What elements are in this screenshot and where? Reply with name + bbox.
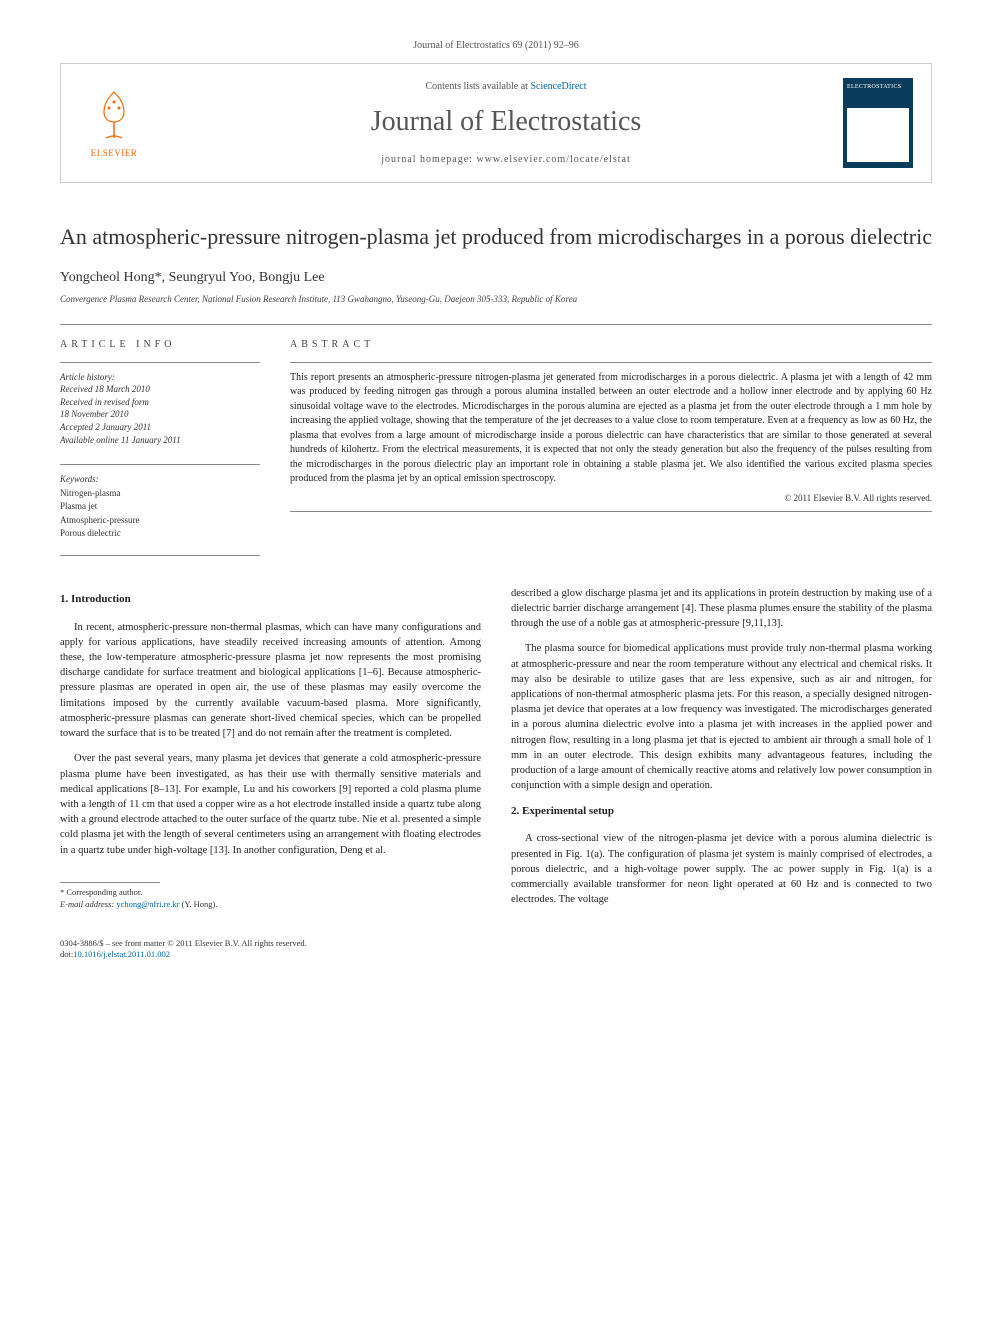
history-heading: Article history: (60, 371, 260, 384)
keyword-item: Atmospheric-pressure (60, 514, 260, 528)
article-title: An atmospheric-pressure nitrogen-plasma … (60, 223, 932, 252)
left-column: 1. Introduction In recent, atmospheric-p… (60, 586, 481, 918)
body-paragraph: A cross-sectional view of the nitrogen-p… (511, 831, 932, 907)
doi-prefix: doi: (60, 949, 73, 959)
doi-link[interactable]: 10.1016/j.elstat.2011.01.002 (73, 949, 170, 959)
divider (290, 511, 932, 512)
article-history: Article history: Received 18 March 2010 … (60, 371, 260, 447)
cover-blank-area (847, 108, 909, 162)
footer-front-matter: 0304-3886/$ – see front matter © 2011 El… (60, 938, 932, 950)
keyword-item: Plasma jet (60, 500, 260, 514)
divider (60, 362, 260, 363)
history-accepted: Accepted 2 January 2011 (60, 421, 260, 434)
right-column: described a glow discharge plasma jet an… (511, 586, 932, 918)
divider (60, 464, 260, 465)
history-online: Available online 11 January 2011 (60, 434, 260, 447)
info-abstract-row: ARTICLE INFO Article history: Received 1… (60, 339, 932, 541)
sciencedirect-link[interactable]: ScienceDirect (530, 81, 586, 92)
masthead: ELSEVIER Contents lists available at Sci… (60, 63, 932, 183)
journal-reference: Journal of Electrostatics 69 (2011) 92–9… (60, 40, 932, 51)
history-revised-line1: Received in revised form (60, 396, 260, 409)
email-suffix: (Y. Hong). (179, 899, 217, 909)
keyword-item: Nitrogen-plasma (60, 487, 260, 501)
homepage-url[interactable]: www.elsevier.com/locate/elstat (476, 154, 630, 165)
article-info-label: ARTICLE INFO (60, 339, 260, 350)
body-paragraph: The plasma source for biomedical applica… (511, 641, 932, 793)
footer-doi-line: doi:10.1016/j.elstat.2011.01.002 (60, 949, 932, 961)
corresponding-divider (60, 882, 160, 883)
journal-homepage-line: journal homepage: www.elsevier.com/locat… (169, 154, 843, 165)
history-revised-line2: 18 November 2010 (60, 408, 260, 421)
contents-available-line: Contents lists available at ScienceDirec… (169, 81, 843, 92)
publisher-name: ELSEVIER (91, 148, 138, 158)
keywords-heading: Keywords: (60, 473, 260, 487)
homepage-prefix: journal homepage: (381, 154, 476, 165)
corresponding-email-link[interactable]: ychong@nfri.re.kr (116, 899, 179, 909)
copyright-line: © 2011 Elsevier B.V. All rights reserved… (290, 493, 932, 503)
corresponding-email-line: E-mail address: ychong@nfri.re.kr (Y. Ho… (60, 899, 481, 911)
author-list: Yongcheol Hong*, Seungryul Yoo, Bongju L… (60, 270, 932, 286)
abstract-label: ABSTRACT (290, 339, 932, 350)
divider (290, 362, 932, 363)
footer: 0304-3886/$ – see front matter © 2011 El… (60, 938, 932, 962)
contents-prefix: Contents lists available at (425, 81, 530, 92)
divider (60, 555, 260, 556)
affiliation: Convergence Plasma Research Center, Nati… (60, 294, 932, 304)
journal-cover-thumbnail: ELECTROSTATICS (843, 78, 913, 168)
body-paragraph: described a glow discharge plasma jet an… (511, 586, 932, 632)
body-columns: 1. Introduction In recent, atmospheric-p… (60, 586, 932, 918)
keywords-block: Keywords: Nitrogen-plasma Plasma jet Atm… (60, 473, 260, 541)
history-received: Received 18 March 2010 (60, 383, 260, 396)
abstract-column: ABSTRACT This report presents an atmosph… (290, 339, 932, 541)
body-paragraph: Over the past several years, many plasma… (60, 751, 481, 858)
email-label: E-mail address: (60, 899, 116, 909)
journal-title: Journal of Electrostatics (169, 106, 843, 138)
article-info-column: ARTICLE INFO Article history: Received 1… (60, 339, 260, 541)
divider (60, 324, 932, 325)
masthead-center: Contents lists available at ScienceDirec… (169, 81, 843, 165)
keyword-item: Porous dielectric (60, 527, 260, 541)
body-paragraph: In recent, atmospheric-pressure non-ther… (60, 620, 481, 742)
section-heading-introduction: 1. Introduction (60, 592, 481, 608)
cover-label: ELECTROSTATICS (847, 84, 909, 90)
section-heading-experimental: 2. Experimental setup (511, 804, 932, 820)
elsevier-tree-icon (90, 88, 138, 144)
corresponding-label: * Corresponding author. (60, 887, 481, 899)
elsevier-logo: ELSEVIER (79, 83, 149, 163)
abstract-text: This report presents an atmospheric-pres… (290, 371, 932, 487)
corresponding-author-block: * Corresponding author. E-mail address: … (60, 887, 481, 911)
